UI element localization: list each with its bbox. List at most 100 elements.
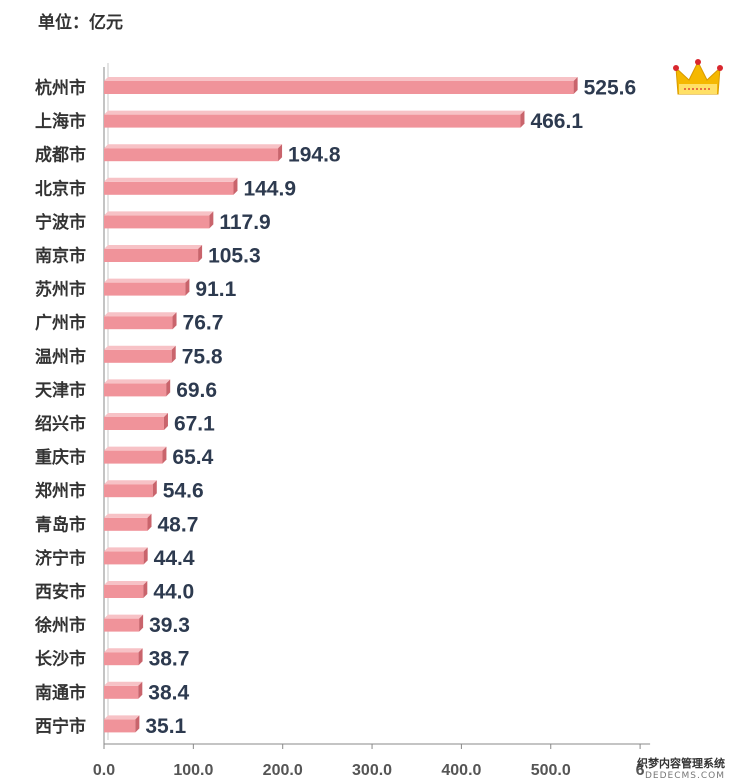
category-label: 杭州市 — [35, 78, 86, 99]
bar-front — [104, 585, 144, 598]
bar — [104, 379, 171, 397]
bar-top — [104, 245, 203, 249]
unit-label: 单位：亿元 — [38, 13, 123, 32]
bar-top — [104, 446, 167, 451]
bar-side — [278, 144, 283, 162]
bar-side — [520, 110, 525, 128]
bar-front — [104, 618, 140, 632]
category-label: 宁波市 — [35, 212, 86, 233]
bar-side — [172, 312, 177, 330]
bar-front — [104, 719, 136, 733]
bar — [104, 177, 238, 195]
value-label: 105.3 — [208, 245, 261, 268]
x-tick-labels: 0.0 100.0 200.0 300.0 400.0 500.0 6 — [93, 762, 645, 779]
bar — [104, 345, 176, 363]
category-label: 南京市 — [35, 246, 86, 267]
bar-top — [104, 278, 190, 283]
value-label: 67.1 — [174, 413, 215, 436]
bar — [104, 144, 283, 162]
bar — [104, 715, 140, 733]
crown-jewel — [717, 65, 723, 71]
value-label: 194.8 — [288, 144, 341, 167]
bar — [104, 547, 148, 565]
bar-top — [104, 379, 171, 384]
category-label: 西安市 — [35, 582, 86, 603]
bar-side — [573, 77, 578, 94]
bar-front — [104, 249, 199, 262]
bar-front — [104, 148, 279, 162]
bar — [104, 513, 152, 531]
bar-side — [233, 177, 238, 195]
bar — [104, 312, 177, 330]
x-tick-label: 0.0 — [93, 762, 115, 779]
value-label: 144.9 — [243, 177, 296, 200]
bar — [104, 77, 578, 94]
category-label: 绍兴市 — [35, 414, 86, 435]
value-label: 35.1 — [145, 715, 186, 738]
bar-side — [138, 681, 143, 699]
bar-top — [104, 480, 157, 485]
bar — [104, 278, 190, 296]
category-labels: 杭州市上海市成都市北京市宁波市南京市苏州市广州市温州市天津市绍兴市重庆市郑州市青… — [34, 78, 86, 737]
category-label: 长沙市 — [35, 649, 86, 670]
bar-side — [152, 480, 157, 498]
value-label: 44.4 — [154, 547, 195, 570]
bar — [104, 413, 168, 430]
bar-side — [209, 211, 214, 229]
bar-front — [104, 81, 574, 94]
category-label: 重庆市 — [35, 447, 86, 468]
category-label: 北京市 — [35, 178, 86, 199]
category-label: 郑州市 — [35, 481, 86, 502]
category-label: 济宁市 — [35, 548, 86, 569]
bar — [104, 648, 143, 666]
bar-side — [147, 513, 152, 531]
watermark-line2: DEDECMS.COM — [645, 771, 725, 781]
value-label: 54.6 — [163, 480, 204, 503]
crown-icon — [673, 59, 723, 95]
bar-side — [171, 345, 176, 363]
bar-top — [104, 77, 578, 81]
category-label: 青岛市 — [35, 514, 86, 535]
bar-front — [104, 450, 163, 464]
value-label: 48.7 — [158, 513, 199, 536]
bar — [104, 446, 167, 464]
watermark: 织梦内容管理系统 DEDECMS.COM — [637, 755, 725, 781]
bar — [104, 480, 157, 498]
value-label: 39.3 — [149, 614, 190, 637]
bar-top — [104, 681, 143, 686]
bar-front — [104, 181, 234, 195]
value-label: 44.0 — [153, 581, 194, 604]
bar-top — [104, 312, 177, 317]
bar-side — [166, 379, 171, 397]
bar — [104, 211, 214, 229]
bar-front — [104, 349, 172, 363]
category-label: 成都市 — [35, 145, 86, 166]
bar-side — [143, 547, 148, 565]
bar — [104, 581, 148, 598]
chart-axes — [103, 63, 651, 749]
category-label: 温州市 — [35, 346, 86, 367]
x-tick-label: 200.0 — [263, 762, 303, 779]
bar-front — [104, 316, 173, 330]
x-tick-label: 300.0 — [352, 762, 392, 779]
bar-top — [104, 211, 214, 216]
bar-top — [104, 413, 168, 417]
category-label: 天津市 — [35, 380, 86, 401]
x-tick-label: 500.0 — [531, 762, 571, 779]
bar-side — [198, 245, 203, 262]
category-label: 南通市 — [35, 682, 86, 703]
bar-front — [104, 282, 186, 296]
chart-bars — [104, 77, 578, 733]
bar-top — [104, 177, 238, 182]
value-label: 65.4 — [172, 446, 213, 469]
bar-top — [104, 648, 143, 653]
bar-side — [162, 446, 167, 464]
bar-side — [163, 413, 168, 430]
bar-top — [104, 614, 144, 619]
bar-top — [104, 581, 148, 585]
bar-front — [104, 517, 148, 531]
bar — [104, 681, 143, 699]
watermark-line1: 织梦内容管理系统 — [637, 757, 725, 770]
bar-front — [104, 551, 144, 565]
